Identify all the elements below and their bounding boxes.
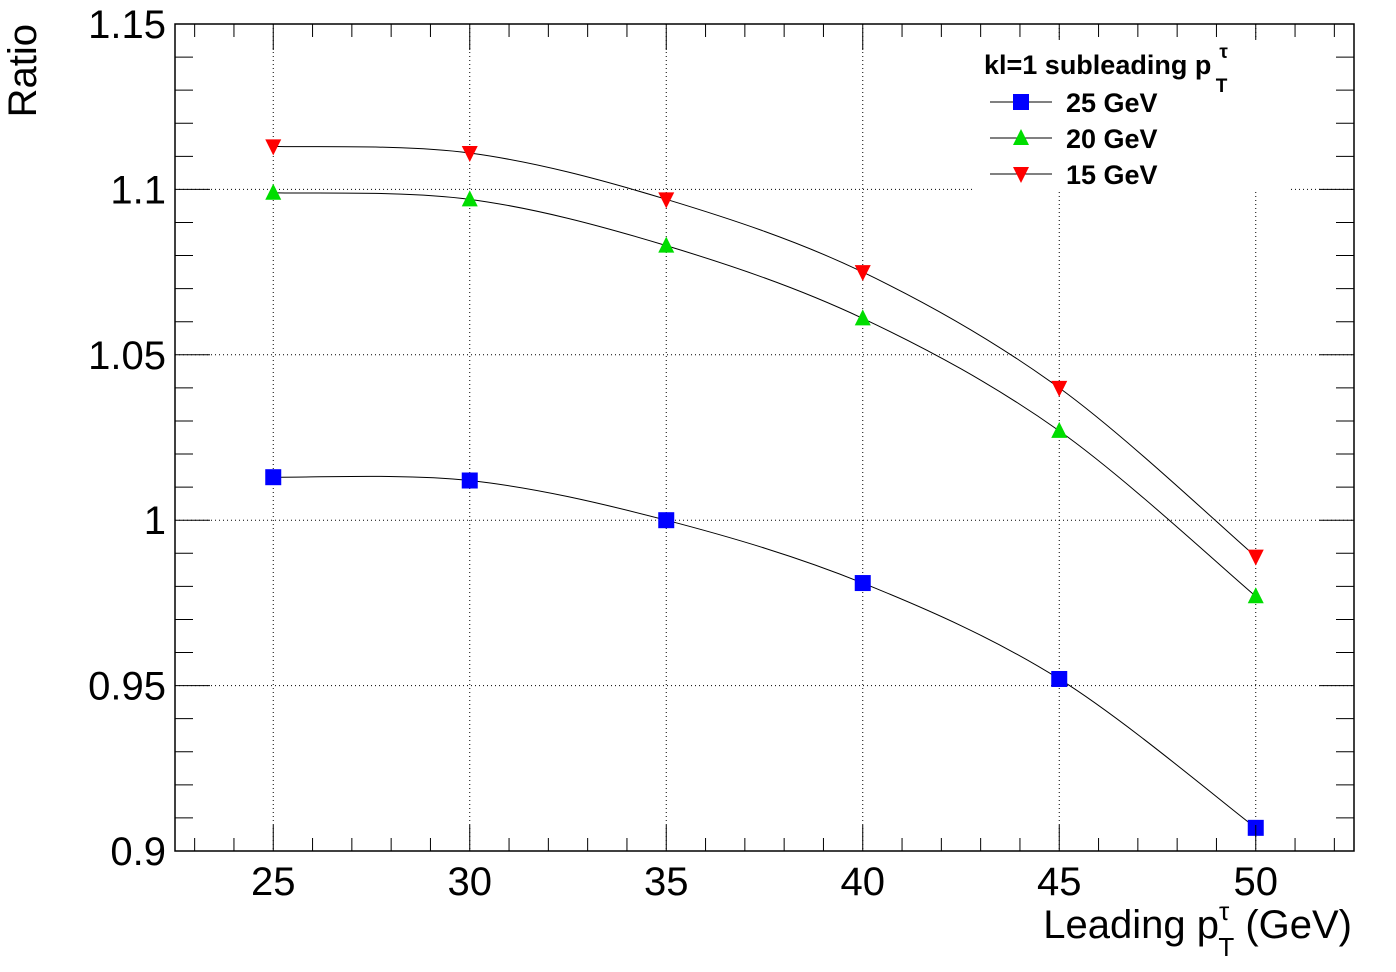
- data-point-0: [1051, 670, 1068, 687]
- legend-label-2: 15 GeV: [1066, 160, 1158, 190]
- plot-frame: [174, 23, 1355, 852]
- data-point-0: [854, 575, 871, 592]
- x-tick-label: 30: [448, 860, 493, 904]
- plot-frame-rect: [174, 23, 1355, 852]
- data-point-2: [854, 265, 871, 282]
- legend-marker-2: [1013, 167, 1029, 183]
- y-tick-label: 1.1: [110, 168, 166, 212]
- legend-marker-0: [1013, 94, 1029, 110]
- y-tick-label: 1: [144, 499, 166, 543]
- series-line-0: [273, 475, 1257, 829]
- tick-labels: 25 30 35 40 45 50 0.9 0.95 1 1.05 1.1 1.15: [88, 3, 1278, 904]
- data-point-0: [658, 512, 675, 529]
- series-line-2: [273, 145, 1257, 557]
- data-point-1: [1051, 421, 1068, 438]
- data-point-1: [461, 190, 478, 207]
- x-tick-label: 25: [251, 860, 296, 904]
- y-axis-title: Ratio: [1, 24, 45, 117]
- legend-marker-1: [1013, 129, 1029, 145]
- data-point-2: [658, 192, 675, 209]
- data-point-1: [1247, 587, 1264, 604]
- legend-entries: 25 GeV 20 GeV 15 GeV: [990, 88, 1158, 190]
- data-point-0: [461, 472, 478, 489]
- series-markers: [265, 139, 1264, 836]
- data-point-1: [265, 183, 282, 200]
- x-tick-label: 45: [1037, 860, 1082, 904]
- data-point-2: [265, 139, 282, 156]
- x-tick-label: 50: [1234, 860, 1279, 904]
- series-line-1: [273, 192, 1257, 597]
- y-tick-label: 0.9: [110, 830, 166, 874]
- data-point-2: [461, 146, 478, 163]
- data-point-1: [658, 236, 675, 253]
- y-tick-label: 1.15: [88, 3, 166, 47]
- legend-box: [975, 40, 1290, 192]
- x-axis-title: Leading pτ T (GeV): [1043, 896, 1352, 962]
- axis-ticks: [175, 23, 1354, 852]
- data-point-2: [1051, 380, 1068, 397]
- x-tick-label: 40: [841, 860, 886, 904]
- data-point-0: [265, 469, 282, 486]
- data-point-1: [854, 309, 871, 326]
- data-point-2: [1247, 549, 1264, 566]
- y-tick-label: 1.05: [88, 334, 166, 378]
- x-tick-label: 35: [644, 860, 689, 904]
- y-tick-label: 0.95: [88, 665, 166, 709]
- series-lines: [273, 145, 1257, 829]
- legend-label-1: 20 GeV: [1066, 124, 1158, 154]
- legend-label-0: 25 GeV: [1066, 88, 1158, 118]
